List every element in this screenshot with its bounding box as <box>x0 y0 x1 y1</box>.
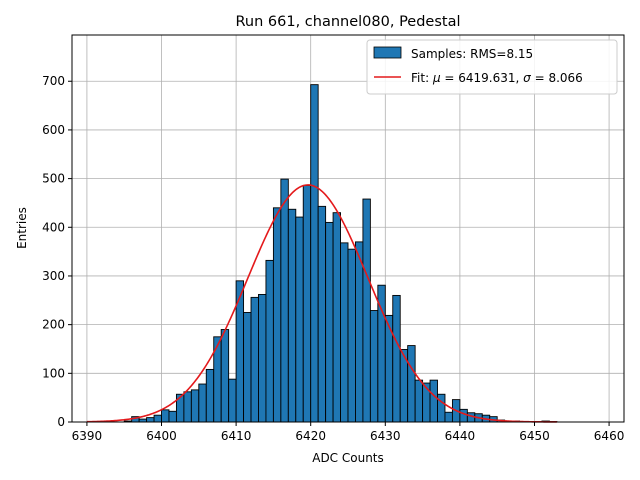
histogram-bar <box>205 368 215 423</box>
histogram-bar <box>295 216 304 423</box>
y-tick-label: 600 <box>42 123 65 137</box>
x-tick-label: 6430 <box>370 429 401 443</box>
histogram-bar <box>429 379 438 423</box>
histogram-bar <box>220 329 230 423</box>
histogram-bar <box>168 410 177 423</box>
histogram-bar <box>161 409 170 423</box>
x-tick-label: 6440 <box>445 429 476 443</box>
legend-mu-value: = 6419.631, <box>441 71 524 85</box>
x-tick-label: 6450 <box>519 429 550 443</box>
legend-mu-symbol: μ <box>432 71 441 85</box>
x-tick-label: 6410 <box>221 429 252 443</box>
histogram-bar <box>444 411 453 423</box>
legend-sigma-value: = 8.066 <box>531 71 583 85</box>
histogram-bar <box>190 389 200 423</box>
legend: Samples: RMS=8.15 Fit: μ = 6419.631, σ =… <box>366 39 618 95</box>
histogram-bar <box>250 296 259 423</box>
histogram-bar <box>340 242 349 423</box>
y-tick-label: 300 <box>42 269 65 283</box>
histogram-bar <box>243 312 252 423</box>
histogram-bar <box>287 208 297 423</box>
histogram-bar <box>459 408 468 423</box>
histogram-bar <box>332 212 341 423</box>
histogram-bar <box>183 391 192 423</box>
y-axis-ticks: 0 100 200 300 400 500 600 700 <box>42 74 72 429</box>
histogram-bar <box>272 207 282 423</box>
histogram-bar <box>347 248 356 423</box>
histogram-bar <box>228 378 237 423</box>
plot-frame <box>71 34 625 423</box>
y-tick-label: 400 <box>42 220 65 234</box>
x-tick-label: 6460 <box>594 429 625 443</box>
histogram-bar <box>325 221 334 423</box>
histogram-bars <box>123 84 558 423</box>
x-tick-label: 6420 <box>295 429 326 443</box>
chart-title: Run 661, channel080, Pedestal <box>235 14 460 30</box>
histogram-bar <box>302 184 312 423</box>
y-tick-label: 100 <box>42 366 65 380</box>
histogram-bar <box>414 379 424 423</box>
legend-histogram-label: Samples: RMS=8.15 <box>411 47 533 61</box>
legend-fit-label: Fit: μ = 6419.631, σ = 8.066 <box>411 71 583 85</box>
histogram-bar <box>369 310 379 423</box>
y-tick-label: 200 <box>42 318 65 332</box>
x-axis-ticks: 6390 6400 6410 6420 6430 6440 6450 6460 <box>72 422 625 443</box>
legend-histogram-swatch <box>373 46 402 59</box>
histogram-bar <box>265 259 274 423</box>
histogram-bar <box>392 294 401 423</box>
histogram-bar <box>355 241 364 423</box>
histogram-bar <box>198 383 207 423</box>
histogram-bar <box>153 414 162 423</box>
x-tick-label: 6390 <box>72 429 103 443</box>
histogram-bar <box>280 178 289 423</box>
y-tick-label: 500 <box>42 172 65 186</box>
histogram-bar <box>437 393 446 423</box>
y-axis-label: Entries <box>15 207 29 249</box>
x-tick-label: 6400 <box>146 429 177 443</box>
histogram-bar <box>362 198 371 423</box>
x-axis-label: ADC Counts <box>312 451 384 465</box>
histogram-bar <box>317 205 327 423</box>
histogram-bar <box>146 417 155 423</box>
legend-sigma-symbol: σ <box>523 71 531 85</box>
histogram-bar <box>310 84 319 423</box>
grid <box>72 35 624 423</box>
y-tick-label: 700 <box>42 74 65 88</box>
y-tick-label: 0 <box>57 415 65 429</box>
histogram-bar <box>407 345 416 423</box>
legend-box <box>366 39 618 95</box>
legend-fit-prefix: Fit: <box>411 71 433 85</box>
fit-curve <box>86 184 557 423</box>
histogram-bar <box>258 294 267 423</box>
